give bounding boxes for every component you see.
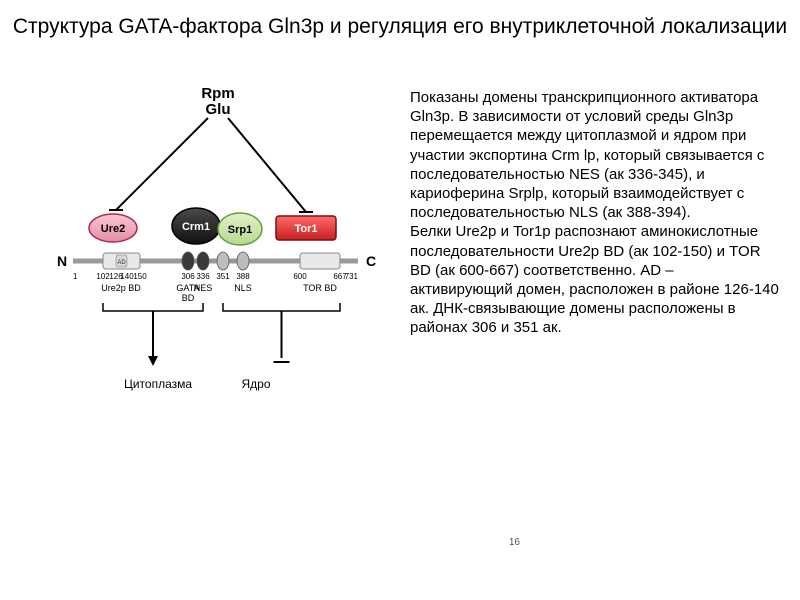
- protein-diagram: NCAD1102126140150306336351388600667731Ur…: [48, 86, 398, 426]
- description-text: Показаны домены транскрипционного актива…: [410, 88, 780, 337]
- slide: Структура GATA-фактора Gln3p и регуляция…: [0, 0, 800, 600]
- svg-text:150: 150: [133, 272, 147, 281]
- svg-text:N: N: [57, 253, 67, 269]
- svg-text:140: 140: [120, 272, 134, 281]
- svg-text:306: 306: [181, 272, 195, 281]
- svg-text:336: 336: [196, 272, 210, 281]
- svg-text:AD: AD: [117, 260, 126, 266]
- svg-text:Ядро: Ядро: [241, 377, 270, 391]
- svg-text:1: 1: [73, 272, 78, 281]
- svg-text:351: 351: [216, 272, 230, 281]
- svg-text:Tor1: Tor1: [294, 223, 317, 235]
- svg-text:Ure2p BD: Ure2p BD: [101, 283, 141, 293]
- svg-text:102: 102: [96, 272, 110, 281]
- page-title: Структура GATA-фактора Gln3p и регуляция…: [0, 14, 800, 40]
- svg-text:NES: NES: [194, 283, 213, 293]
- svg-text:BD: BD: [182, 293, 195, 303]
- svg-text:C: C: [366, 253, 376, 269]
- svg-text:388: 388: [236, 272, 250, 281]
- svg-text:Glu: Glu: [206, 101, 231, 118]
- description-content: Показаны домены транскрипционного актива…: [410, 89, 779, 336]
- svg-text:Rpm: Rpm: [201, 86, 234, 102]
- svg-text:Ure2: Ure2: [101, 223, 125, 235]
- svg-text:Srp1: Srp1: [228, 224, 252, 236]
- svg-text:Crm1: Crm1: [182, 221, 210, 233]
- svg-text:Цитоплазма: Цитоплазма: [124, 377, 192, 391]
- svg-text:731: 731: [345, 272, 359, 281]
- svg-text:600: 600: [293, 272, 307, 281]
- svg-text:TOR BD: TOR BD: [303, 283, 337, 293]
- svg-text:NLS: NLS: [234, 283, 252, 293]
- page-number: 16: [509, 537, 520, 548]
